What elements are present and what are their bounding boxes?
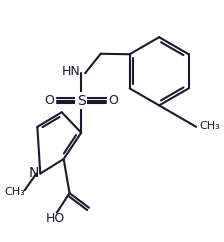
Text: HN: HN [62, 65, 81, 78]
Text: S: S [77, 94, 86, 107]
Text: CH₃: CH₃ [199, 121, 220, 131]
Text: O: O [108, 94, 118, 107]
Text: CH₃: CH₃ [4, 187, 25, 197]
Text: N: N [28, 166, 39, 180]
Text: O: O [44, 94, 54, 107]
Text: HO: HO [45, 212, 65, 225]
